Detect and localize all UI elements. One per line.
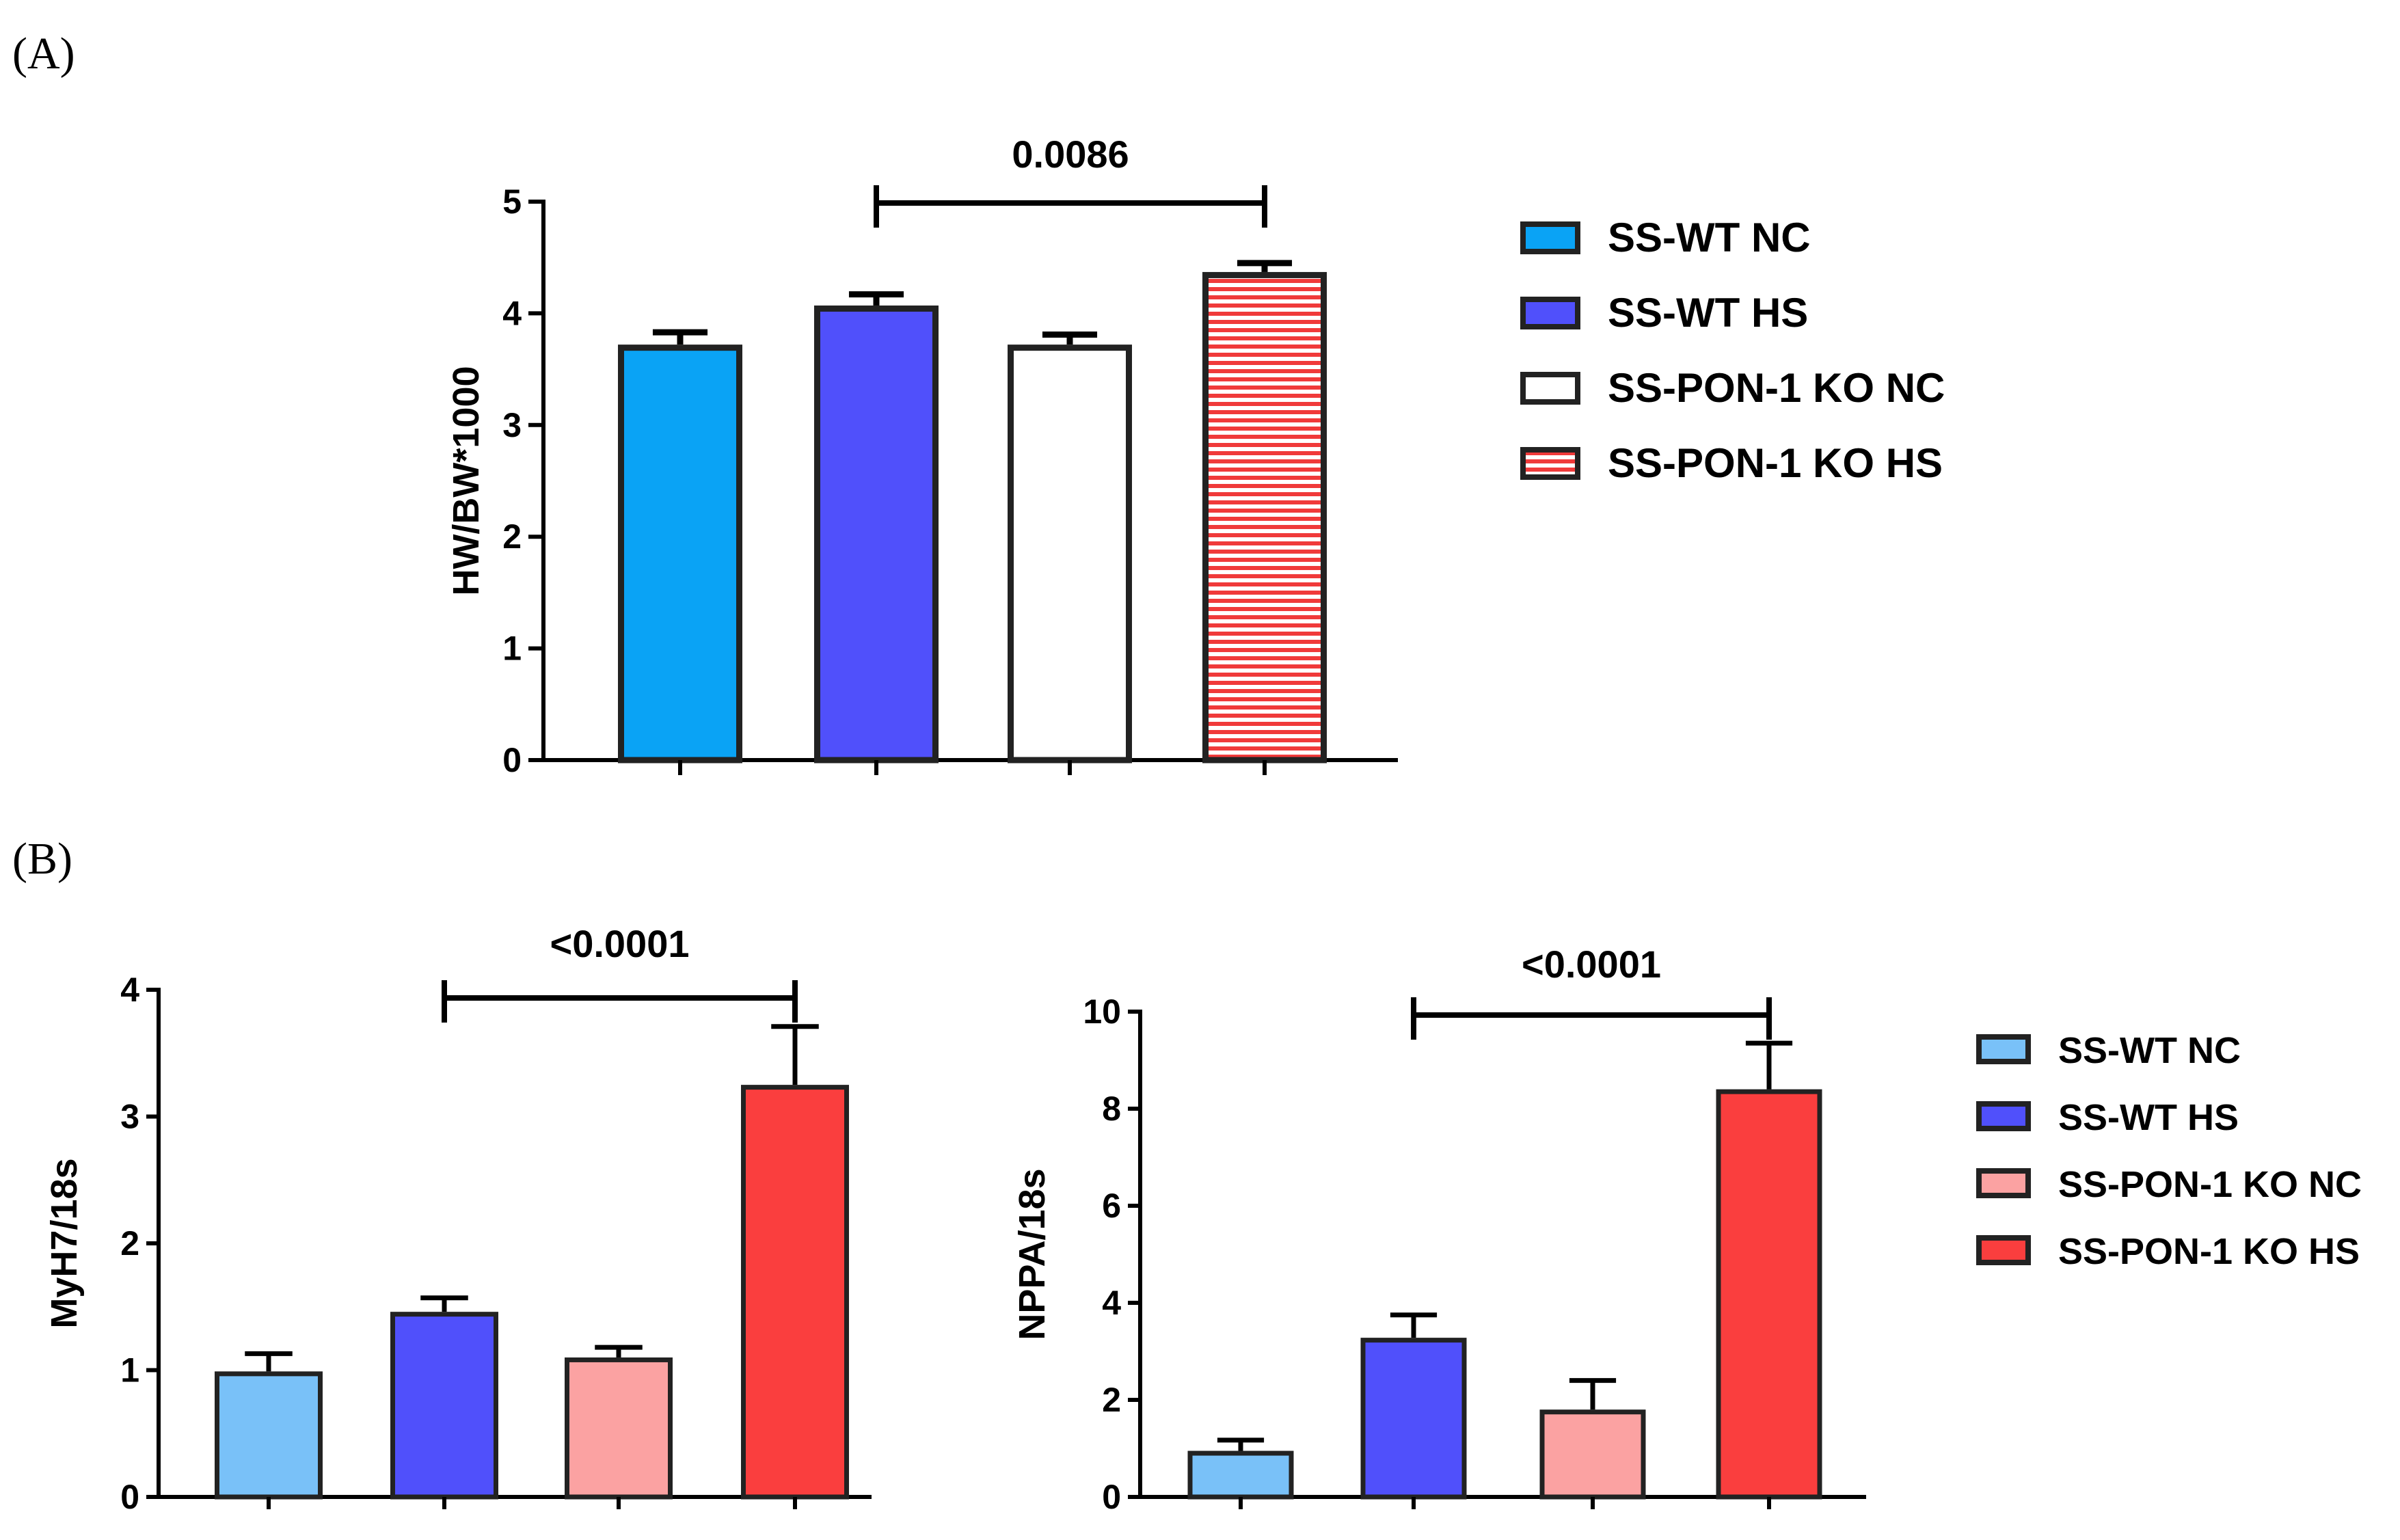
y-tick-label: 6: [1102, 1187, 1121, 1225]
legend-swatch: [1520, 372, 1580, 405]
legend-label: SS-PON-1 KO HS: [2058, 1231, 2360, 1272]
legend-label: SS-WT HS: [1608, 290, 1808, 336]
bar: [1360, 1338, 1467, 1500]
legend-label: SS-PON-1 KO NC: [1608, 365, 1945, 411]
bar: [814, 305, 939, 764]
legend-swatch: [1976, 1034, 2031, 1064]
bar: [215, 1371, 323, 1500]
chart-c-nppa: 0 2 4 6 8 10 NPPA/18s <0.0001 SS-WT NC SS-WT HS SS…: [1012, 943, 2362, 1516]
y-tick-label: 5: [502, 183, 522, 221]
y-tick-label: 3: [120, 1098, 139, 1136]
legend-swatch: [1976, 1101, 2031, 1131]
y-tick-label: 1: [502, 630, 522, 668]
legend-swatch: [1520, 447, 1580, 480]
y-tick-label: 4: [1102, 1284, 1121, 1322]
legend-label: SS-WT NC: [2058, 1030, 2241, 1071]
legend-label: SS-WT NC: [1608, 215, 1811, 260]
bar: [565, 1357, 673, 1500]
bar: [618, 345, 742, 764]
legend-label: SS-PON-1 KO NC: [2058, 1164, 2362, 1205]
y-tick-label: 0: [1102, 1478, 1121, 1516]
bar: [1716, 1089, 1822, 1500]
legend-swatch: [1976, 1235, 2031, 1265]
bar: [741, 1085, 849, 1500]
y-tick-label: 2: [1102, 1381, 1121, 1419]
panel-label-b: (B): [12, 834, 72, 884]
panel-label-a: (A): [12, 29, 75, 79]
y-tick-label: 2: [502, 517, 522, 556]
legend-swatch: [1520, 221, 1580, 254]
y-tick-label: 0: [502, 741, 522, 779]
y-tick-label: 8: [1102, 1090, 1121, 1128]
y-tick-label: 4: [502, 294, 522, 332]
y-tick-label: 1: [120, 1351, 139, 1390]
bar: [1008, 345, 1132, 764]
significance-p-value: <0.0001: [550, 922, 690, 965]
y-tick-label: 3: [502, 406, 522, 444]
bar: [1187, 1450, 1294, 1500]
y-tick-label: 10: [1083, 992, 1121, 1031]
bar: [1539, 1409, 1646, 1500]
y-axis-title: HW/BW*1000: [446, 366, 487, 595]
bar: [1202, 271, 1327, 764]
y-axis-title: MyH7/18s: [44, 1158, 85, 1328]
significance-p-value: 0.0086: [1012, 133, 1129, 176]
significance-p-value: <0.0001: [1522, 943, 1661, 986]
chart-b-myh7: 0 1 2 3 4 MyH7/18s <0.0001: [44, 922, 872, 1516]
y-tick-label: 2: [120, 1224, 139, 1262]
legend-swatch: [1976, 1168, 2031, 1198]
legend-label: SS-WT HS: [2058, 1097, 2239, 1138]
y-tick-label: 0: [120, 1478, 139, 1516]
y-tick-label: 4: [120, 971, 139, 1009]
chart-a: 0 1 2 3 4 5 HW/BW*1000 0.0086 SS-WT NC SS-WT HS SS…: [446, 133, 1945, 779]
legend-label: SS-PON-1 KO HS: [1608, 440, 1943, 486]
y-axis-title: NPPA/18s: [1012, 1168, 1053, 1340]
bar: [390, 1312, 498, 1500]
legend-swatch: [1520, 297, 1580, 329]
